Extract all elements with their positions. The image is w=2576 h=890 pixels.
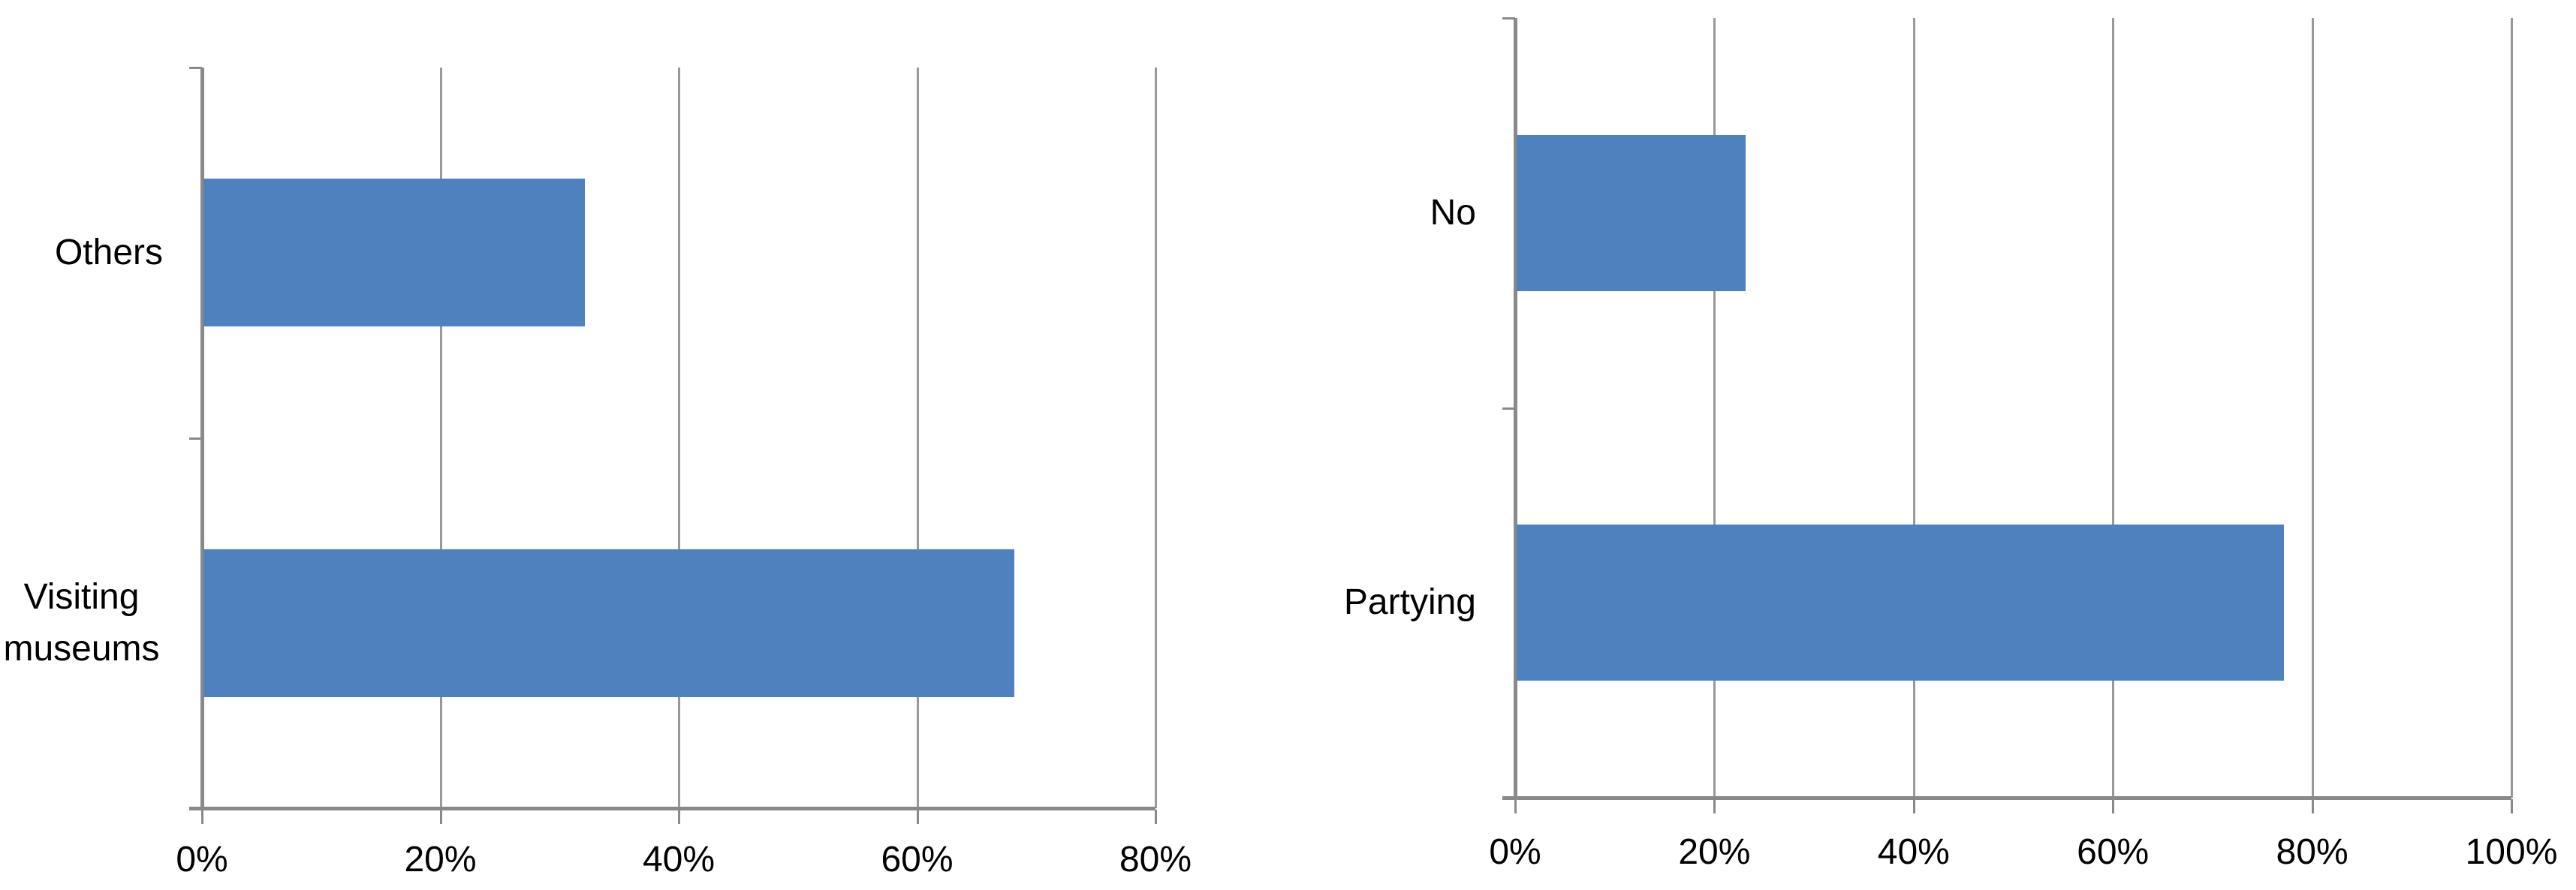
data-bar-visiting-museums bbox=[203, 549, 1014, 697]
major-gridline bbox=[1155, 68, 1157, 808]
major-gridline bbox=[439, 68, 442, 808]
x-axis-tick-mark bbox=[2311, 799, 2314, 813]
x-axis-line bbox=[1502, 796, 2511, 800]
y-axis-tick-mark bbox=[189, 67, 202, 69]
major-gridline bbox=[916, 68, 919, 808]
x-axis-tick-mark bbox=[1912, 799, 1915, 813]
x-axis-tick-label: 40% bbox=[642, 840, 716, 879]
data-bar-partying bbox=[1517, 525, 2284, 681]
x-axis-tick-label: 80% bbox=[2276, 832, 2349, 872]
x-axis-tick-label: 20% bbox=[404, 840, 477, 879]
x-axis-tick-label: 0% bbox=[176, 840, 228, 879]
major-gridline bbox=[2112, 18, 2115, 798]
category-label-box: Visiting museums bbox=[0, 533, 163, 713]
x-axis-tick-label: 40% bbox=[1877, 832, 1950, 872]
x-axis-tick-mark bbox=[678, 810, 680, 824]
x-axis-tick-mark bbox=[439, 810, 442, 824]
y-axis-tick-mark bbox=[1502, 407, 1515, 410]
x-axis-tick-label: 20% bbox=[1678, 832, 1751, 872]
category-label-box: Partying bbox=[1288, 513, 1476, 693]
data-bar-no bbox=[1517, 134, 1746, 291]
x-axis-tick-mark bbox=[2112, 799, 2115, 813]
category-label-box: No bbox=[1288, 123, 1476, 303]
y-axis-tick-mark bbox=[189, 437, 202, 440]
category-label: Visiting museums bbox=[3, 576, 160, 669]
major-gridline bbox=[1713, 18, 1716, 798]
x-axis-line bbox=[189, 807, 1155, 810]
y-axis-line bbox=[1514, 18, 1517, 800]
major-gridline bbox=[678, 68, 680, 808]
x-axis-tick-mark bbox=[201, 810, 203, 824]
major-gridline bbox=[2511, 18, 2513, 798]
major-gridline bbox=[1912, 18, 1915, 798]
data-bar-others bbox=[203, 179, 585, 327]
x-axis-tick-mark bbox=[1713, 799, 1716, 813]
category-label: Others bbox=[54, 232, 163, 272]
x-axis-tick-mark bbox=[916, 810, 919, 824]
x-axis-tick-mark bbox=[1514, 799, 1517, 813]
x-axis-tick-mark bbox=[1155, 810, 1157, 824]
x-axis-tick-label: 0% bbox=[1489, 832, 1541, 872]
y-axis-tick-mark bbox=[1502, 17, 1515, 20]
x-axis-tick-label: 60% bbox=[2077, 832, 2150, 872]
x-axis-tick-label: 100% bbox=[2465, 832, 2558, 872]
category-label: Partying bbox=[1343, 582, 1476, 623]
category-label: No bbox=[1430, 192, 1476, 233]
right-bar-chart: 0% 20% 40% 60% 80% 100% No Partying bbox=[1288, 0, 2576, 890]
x-axis-tick-label: 60% bbox=[881, 840, 954, 879]
category-label-box: Others bbox=[0, 163, 163, 343]
y-axis-line bbox=[200, 68, 204, 810]
left-bar-chart: 0% 20% 40% 60% 80% Others Visiting museums bbox=[0, 67, 1192, 879]
x-axis-tick-mark bbox=[2511, 799, 2513, 813]
x-axis-tick-label: 80% bbox=[1119, 840, 1192, 879]
major-gridline bbox=[2311, 18, 2314, 798]
